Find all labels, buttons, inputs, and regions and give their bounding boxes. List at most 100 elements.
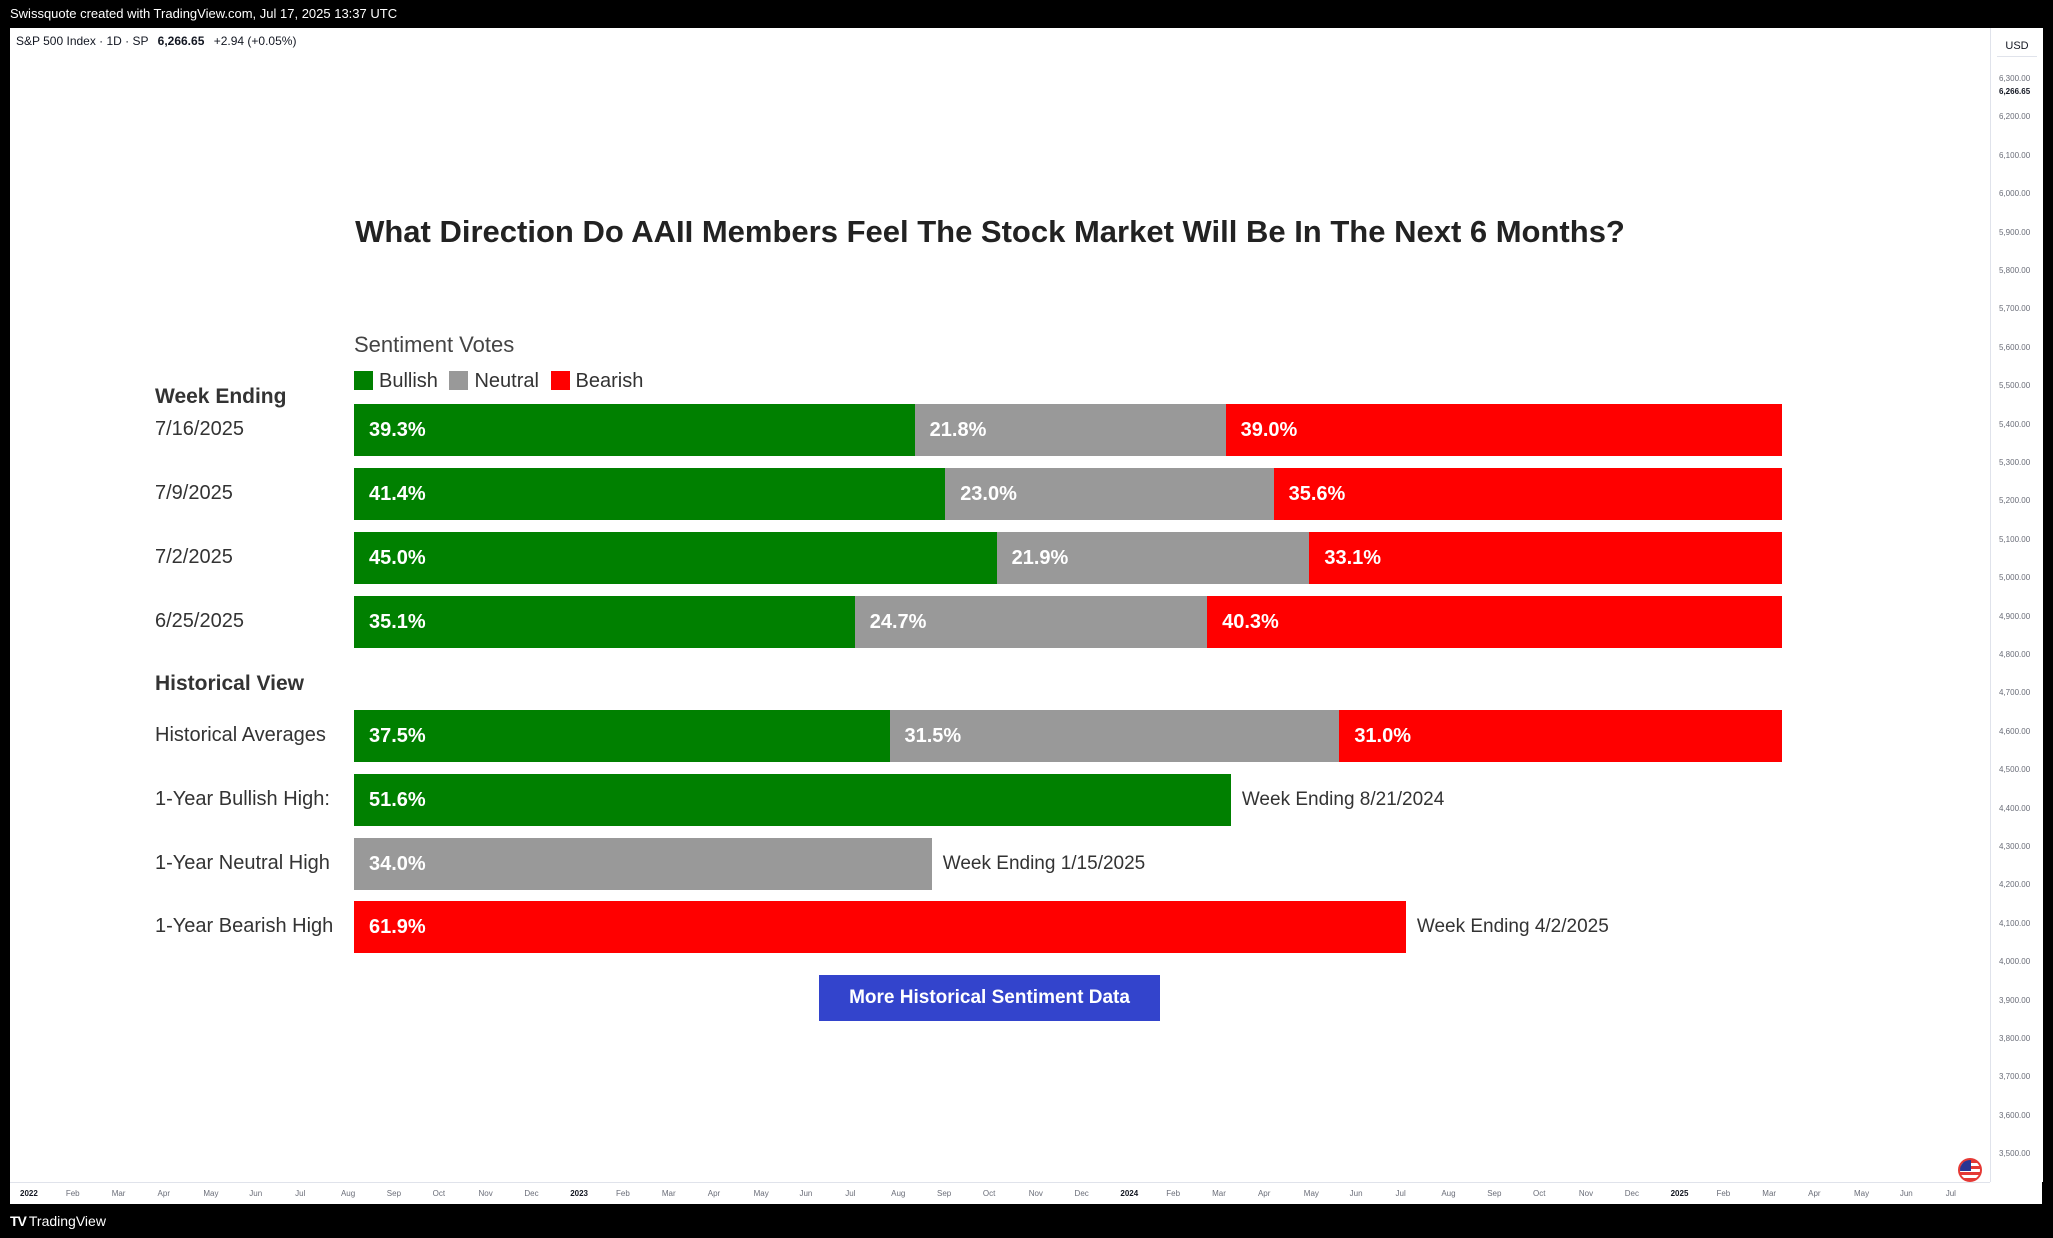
week-row-2-bar: 41.4% 23.0% 35.6% [354, 468, 1782, 520]
price-tick: 5,200.00 [1999, 496, 2031, 506]
legend-bullish: Bullish [354, 370, 438, 393]
time-tick-month: Dec [1074, 1189, 1089, 1198]
time-tick-month: Aug [891, 1189, 906, 1198]
price-tick: 6,200.00 [1999, 112, 2031, 122]
week-row-4-bar: 35.1% 24.7% 40.3% [354, 596, 1782, 648]
price-tick: 6,300.00 [1999, 74, 2031, 83]
symbol-change: +2.94 (+0.05%) [213, 34, 297, 48]
time-tick-month: Feb [1716, 1189, 1731, 1198]
time-tick-month: Feb [1166, 1189, 1181, 1198]
price-tick: 4,200.00 [1999, 880, 2031, 890]
footer-bar: TV TradingView [0, 1204, 2053, 1238]
time-tick-month: Nov [478, 1189, 493, 1198]
sentiment-votes-label: Sentiment Votes [354, 332, 515, 357]
legend-bearish-label: Bearish [575, 370, 644, 392]
week-row-2-label: 7/9/2025 [155, 482, 233, 504]
time-tick-month: Nov [1578, 1189, 1594, 1198]
historical-averages-row-label: Historical Averages [155, 724, 326, 746]
week-row-3-neutral-segment: 21.9% [996, 532, 1310, 584]
time-tick-month: Dec [524, 1189, 539, 1198]
symbol-last-price: 6,266.65 [157, 34, 205, 48]
price-axis[interactable]: USD 6,300.00 6,266.65 6,200.00 6,100.00 6,00… [1990, 28, 2043, 1182]
attribution-bar: Swissquote created with TradingView.com,… [0, 0, 2053, 28]
price-tick: 3,800.00 [1999, 1034, 2031, 1043]
bullish-high-row-segment: 51.6% [354, 774, 1231, 826]
time-tick-month: Apr [157, 1189, 170, 1198]
price-tick: 5,600.00 [1999, 342, 2031, 352]
time-tick-month: May [1854, 1189, 1870, 1198]
time-tick-month: Mar [661, 1189, 676, 1198]
legend-bearish: Bearish [550, 370, 644, 393]
week-row-2-bearish-segment: 35.6% [1273, 468, 1782, 520]
attribution-text: Swissquote created with TradingView.com,… [10, 6, 398, 21]
bearish-high-row-label: 1-Year Bearish High [155, 915, 334, 937]
price-tick: 4,400.00 [1999, 803, 2031, 813]
time-tick-month: Jul [1945, 1189, 1956, 1198]
week-row-1-bearish-segment: 39.0% [1225, 404, 1782, 456]
price-tick: 5,300.00 [1999, 458, 2031, 467]
legend-neutral-label: Neutral [474, 370, 539, 392]
price-tick: 6,000.00 [1999, 189, 2031, 199]
time-tick-month: Jun [799, 1189, 813, 1198]
historical-view-heading: Historical View [155, 672, 305, 695]
time-tick-month: May [753, 1189, 769, 1198]
price-tick: 4,000.00 [1999, 957, 2031, 967]
week-row-1-bullish-segment: 39.3% [354, 404, 915, 456]
bullish-high-row-note: Week Ending 8/21/2024 [1241, 789, 1445, 810]
week-row-2-bullish-segment: 41.4% [354, 468, 946, 520]
currency-label[interactable]: USD [1997, 36, 2037, 57]
symbol-legend[interactable]: S&P 500 Index · 1D · SP 6,266.65 +2.94 (… [16, 34, 296, 48]
time-tick-month: Nov [1028, 1189, 1043, 1198]
time-tick-month: Jun [249, 1189, 263, 1198]
time-tick-month: Dec [1624, 1189, 1639, 1198]
legend: Bullish Neutral Bearish [354, 370, 649, 393]
price-tick: 4,600.00 [1999, 726, 2031, 736]
chart-pane[interactable]: S&P 500 Index · 1D · SP 6,266.65 +2.94 (… [10, 28, 2043, 1205]
time-tick-month: Apr [707, 1189, 721, 1198]
time-tick-month: Apr [1257, 1189, 1271, 1198]
time-tick-month: Feb [65, 1189, 80, 1198]
historical-averages-row-neutral-segment: 31.5% [889, 710, 1340, 762]
time-tick-month: Mar [111, 1189, 126, 1198]
price-tick: 4,700.00 [1999, 688, 2031, 698]
price-tick: 4,100.00 [1999, 918, 2031, 928]
time-tick-month: May [1303, 1189, 1319, 1198]
price-tick: 5,400.00 [1999, 419, 2031, 429]
tradingview-logo[interactable]: TV TradingView [10, 1213, 106, 1229]
price-tick: 4,300.00 [1999, 842, 2031, 851]
week-row-1-bar: 39.3% 21.8% 39.0% [354, 404, 1782, 456]
historical-averages-row-bar: 37.5% 31.5% 31.0% [354, 710, 1782, 762]
bullish-high-row-bar: 51.6% Week Ending 8/21/2024 [354, 774, 1782, 826]
bullish-high-row-label: 1-Year Bullish High: [155, 788, 330, 810]
us-flag-icon[interactable] [1958, 1158, 1982, 1182]
week-row-4-neutral-segment: 24.7% [854, 596, 1208, 648]
price-tick: 5,900.00 [1999, 227, 2031, 237]
legend-neutral: Neutral [449, 370, 539, 393]
time-tick-month: Sep [1487, 1189, 1502, 1198]
price-tick: 6,100.00 [1999, 150, 2031, 160]
week-row-3-label: 7/2/2025 [155, 546, 233, 568]
bearish-high-row-segment: 61.9% [354, 901, 1406, 953]
bearish-high-row-bar: 61.9% Week Ending 4/2/2025 [354, 901, 1782, 953]
price-tick: 3,700.00 [1999, 1072, 2031, 1082]
week-row-1-label: 7/16/2025 [155, 418, 244, 440]
infographic-title: What Direction Do AAII Members Feel The … [355, 214, 1625, 249]
time-tick-year: 2025 [1670, 1189, 1689, 1198]
time-axis[interactable]: 2022 Feb Mar Apr May Jun Jul Aug Sep Oct Nov Dec 202… [10, 1182, 1990, 1205]
time-tick-month: Jul [295, 1189, 306, 1198]
price-tick: 3,600.00 [1999, 1110, 2031, 1120]
price-tick: 3,900.00 [1999, 995, 2031, 1005]
bullish-swatch [354, 371, 373, 390]
time-tick-month: Sep [937, 1189, 952, 1198]
price-tick: 5,100.00 [1999, 534, 2031, 544]
tradingview-logo-icon: TV [10, 1213, 27, 1229]
week-row-3-bearish-segment: 33.1% [1309, 532, 1782, 584]
neutral-high-row-segment: 34.0% [354, 838, 932, 890]
time-tick-month: Jun [1899, 1189, 1913, 1198]
more-historical-data-button[interactable]: More Historical Sentiment Data [819, 975, 1160, 1021]
price-tick: 5,000.00 [1999, 573, 2031, 583]
time-tick-month: Jul [845, 1189, 856, 1198]
time-tick-month: Jul [1395, 1189, 1406, 1198]
week-row-4-bullish-segment: 35.1% [354, 596, 855, 648]
time-tick-month: Feb [616, 1189, 630, 1198]
